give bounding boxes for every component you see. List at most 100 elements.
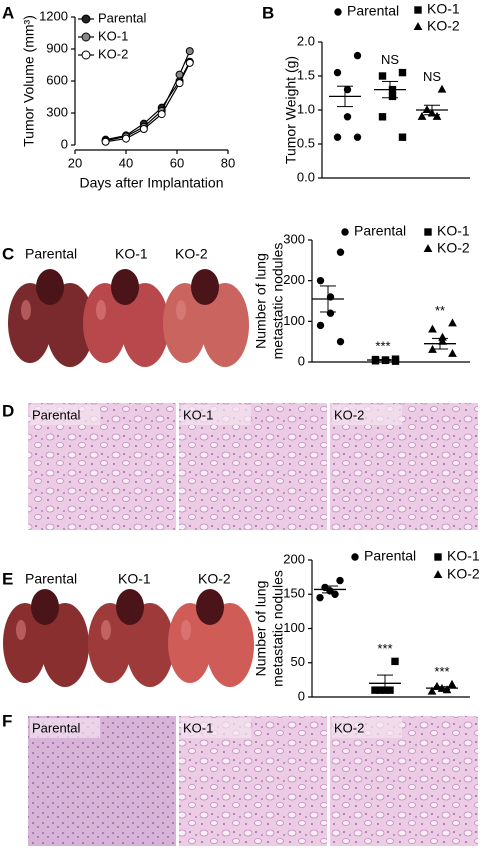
legend-label: Parental	[347, 3, 399, 19]
legend-marker	[423, 244, 433, 253]
x-axis-label: Days after Implantation	[80, 175, 224, 191]
highlight	[176, 300, 186, 320]
legend-marker	[434, 553, 442, 561]
significance-label: NS	[423, 69, 441, 84]
data-point	[336, 248, 345, 256]
data-point	[175, 79, 184, 88]
x-tick-label: 40	[119, 155, 133, 170]
y-axis-label: Tumor Volume (mm³)	[21, 15, 37, 147]
data-point	[336, 337, 345, 346]
legend-label: KO-1	[427, 1, 460, 17]
highlight	[101, 620, 111, 640]
heart	[111, 269, 139, 305]
lung-lobe	[83, 283, 127, 363]
legend-label: Parental	[354, 223, 406, 239]
data-point	[333, 68, 342, 77]
data-point	[391, 657, 399, 666]
heart	[191, 269, 219, 305]
data-point	[336, 576, 344, 585]
data-point	[157, 110, 166, 119]
legend-marker	[351, 553, 359, 561]
legend-marker	[414, 6, 422, 14]
legend-label: KO-1	[447, 548, 480, 564]
data-point	[185, 47, 194, 56]
image-label: KO-2	[175, 246, 208, 262]
lung-photo	[88, 589, 174, 687]
y-tick-label: 0.5	[297, 135, 315, 150]
legend-label: KO-1	[437, 223, 470, 239]
y-tick-label: 50	[291, 654, 305, 669]
lung-photo	[8, 269, 94, 367]
significance-label: NS	[381, 52, 399, 67]
data-point	[378, 113, 387, 121]
data-point	[417, 111, 427, 120]
highlight	[96, 300, 106, 320]
data-point	[101, 137, 110, 146]
data-point	[122, 134, 130, 143]
legend-marker	[81, 32, 91, 42]
y-tick-label: 0	[298, 688, 305, 703]
legend-label: Parental	[364, 548, 416, 564]
lung-photo	[83, 269, 169, 367]
heart	[31, 589, 59, 625]
lung-lobe	[121, 283, 169, 367]
highlight	[21, 300, 31, 320]
data-point	[391, 357, 400, 365]
legend-marker	[413, 22, 423, 31]
y-tick-label: 150	[283, 586, 305, 601]
y-tick-label: 100	[283, 313, 305, 328]
data-point	[448, 348, 457, 357]
y-tick-label: 200	[283, 272, 305, 287]
legend-marker	[424, 228, 432, 236]
legend-marker	[81, 50, 91, 60]
data-point	[398, 68, 407, 77]
label-bg	[181, 405, 251, 425]
data-point	[316, 276, 325, 285]
heart	[36, 269, 64, 305]
legend-label: KO-2	[427, 18, 460, 34]
significance-label: ***	[375, 339, 390, 354]
lung-lobe	[126, 603, 174, 687]
y-tick-label: 1200	[39, 8, 68, 23]
y-tick-label: 600	[46, 72, 68, 87]
data-point	[388, 92, 397, 101]
lung-lobe	[41, 603, 89, 687]
y-tick-label: 100	[283, 620, 305, 635]
legend-label: KO-1	[98, 28, 128, 43]
highlight	[16, 620, 26, 640]
image-label: KO-1	[183, 720, 213, 735]
legend-marker	[341, 228, 349, 236]
data-point	[343, 113, 352, 121]
image-label: KO-2	[334, 407, 364, 422]
label-bg	[332, 718, 402, 738]
panel-label: D	[2, 401, 14, 420]
image-label: Parental	[25, 571, 77, 587]
label-bg	[30, 405, 100, 425]
y-axis-label: Tumor Weight (g)	[283, 56, 299, 164]
panel-label: C	[2, 244, 14, 263]
data-point	[139, 125, 148, 133]
image-label: Parental	[32, 407, 81, 422]
x-tick-label: 80	[221, 155, 235, 170]
data-point	[428, 324, 437, 333]
significance-label: ***	[377, 641, 392, 656]
lung-lobe	[3, 603, 47, 683]
significance-label: **	[435, 303, 445, 318]
data-point	[386, 686, 394, 694]
panel-label: F	[2, 711, 12, 730]
legend-label: KO-2	[447, 566, 480, 582]
lung-lobe	[201, 283, 249, 367]
image-label: KO-2	[198, 571, 231, 587]
data-point	[353, 51, 362, 60]
y-tick-label: 200	[283, 551, 305, 566]
image-label: KO-2	[334, 720, 364, 735]
image-label: Parental	[25, 246, 77, 262]
y-axis-label: metastatic nodules	[270, 570, 286, 687]
y-tick-label: 2.0	[297, 33, 315, 48]
image-label: KO-1	[118, 571, 151, 587]
lung-lobe	[206, 603, 254, 687]
label-bg	[181, 718, 251, 738]
data-point	[371, 686, 379, 694]
legend-marker	[81, 14, 91, 24]
x-tick-label: 60	[170, 155, 184, 170]
